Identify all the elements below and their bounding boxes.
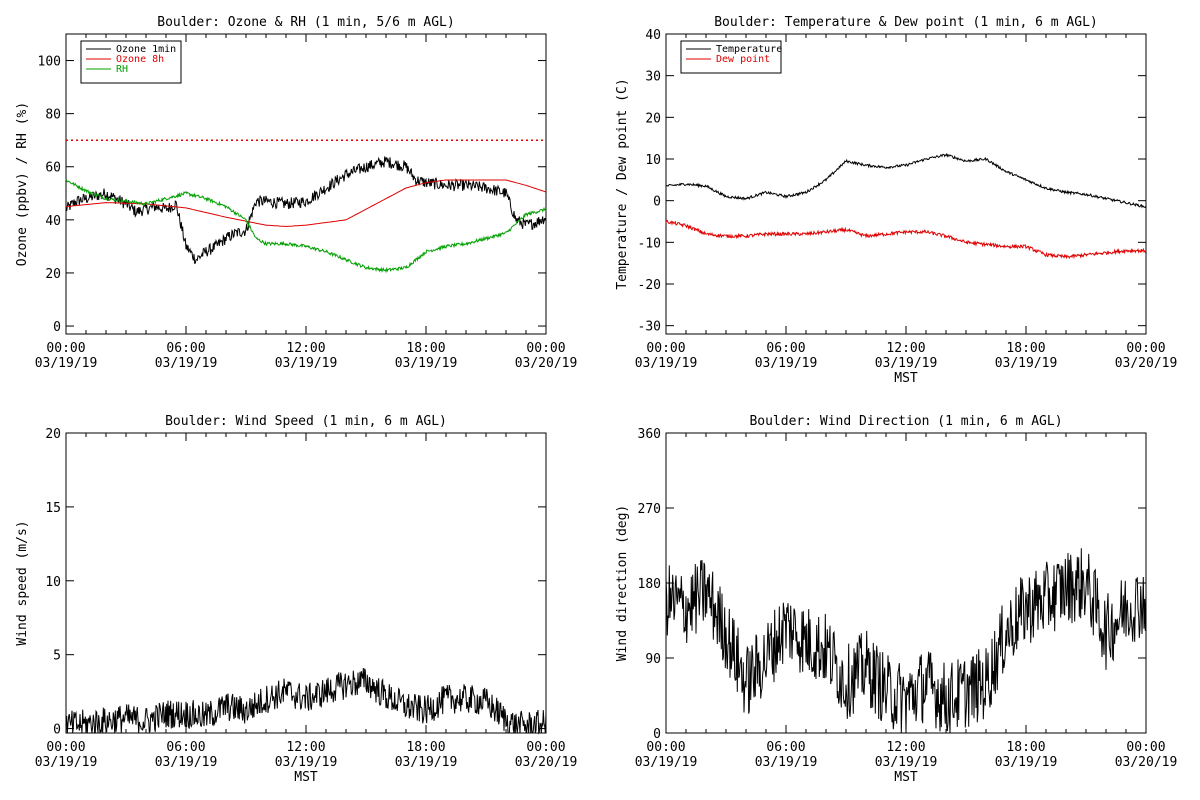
x-tick-date-label: 03/19/19 (995, 356, 1058, 371)
x-tick-date-label: 03/19/19 (395, 755, 458, 770)
y-tick-label: 0 (53, 320, 61, 335)
y-tick-label: 100 (38, 55, 61, 70)
x-tick-date-label: 03/19/19 (155, 755, 218, 770)
x-tick-date-label: 03/19/19 (395, 356, 458, 371)
x-tick-date-label: 03/20/19 (515, 755, 578, 770)
x-tick-time-label: 18:00 (1006, 341, 1045, 356)
x-tick-time-label: 00:00 (646, 341, 685, 356)
x-tick-date-label: 03/19/19 (875, 356, 938, 371)
x-tick-date-label: 03/19/19 (995, 755, 1058, 770)
x-tick-time-label: 00:00 (46, 341, 85, 356)
series-line-temp_dew-0 (666, 152, 1147, 209)
legend-box-temp_dew (680, 40, 782, 74)
x-tick-time-label: 12:00 (886, 740, 925, 755)
x-tick-time-label: 12:00 (286, 740, 325, 755)
y-tick-label: 180 (638, 577, 661, 592)
x-tick-time-label: 06:00 (166, 740, 205, 755)
y-tick-label: 0 (653, 727, 661, 742)
y-tick-label: -20 (638, 278, 661, 293)
x-axis-label-temp_dew: MST (894, 371, 918, 386)
x-tick-date-label: 03/19/19 (635, 755, 698, 770)
x-tick-date-label: 03/19/19 (755, 755, 818, 770)
chart-title-wind_dir: Boulder: Wind Direction (1 min, 6 m AGL) (749, 414, 1062, 429)
x-tick-time-label: 06:00 (766, 341, 805, 356)
y-axis-label-wind_speed: Wind speed (m/s) (15, 520, 30, 645)
chart-title-temp_dew: Boulder: Temperature & Dew point (1 min,… (714, 15, 1098, 30)
x-tick-time-label: 00:00 (526, 341, 565, 356)
x-tick-time-label: 18:00 (1006, 740, 1045, 755)
x-tick-date-label: 03/19/19 (35, 356, 98, 371)
y-tick-label: 5 (53, 649, 61, 664)
legend-label: Dew point (716, 54, 770, 65)
x-tick-date-label: 03/19/19 (35, 755, 98, 770)
legend-label: Temperature (716, 44, 782, 55)
y-tick-label: 10 (645, 153, 661, 168)
chart-title-wind_speed: Boulder: Wind Speed (1 min, 6 m AGL) (165, 414, 447, 429)
x-axis-label-wind_speed: MST (294, 770, 318, 785)
y-tick-label: 270 (638, 502, 661, 517)
y-axis-label-ozone_rh: Ozone (ppbv) / RH (%) (15, 102, 30, 266)
x-tick-time-label: 18:00 (406, 740, 445, 755)
y-tick-label: 10 (45, 575, 61, 590)
x-tick-date-label: 03/19/19 (635, 356, 698, 371)
plot-frame-wind_dir (665, 432, 1147, 734)
x-tick-time-label: 12:00 (886, 341, 925, 356)
x-tick-date-label: 03/20/19 (515, 356, 578, 371)
legend-box-ozone_rh (80, 40, 182, 84)
series-line-ozone_rh-1 (65, 179, 547, 228)
y-tick-label: 20 (645, 111, 661, 126)
legend-label: Ozone 1min (116, 44, 176, 55)
y-tick-label: 60 (45, 161, 61, 176)
x-tick-time-label: 18:00 (406, 341, 445, 356)
x-tick-time-label: 00:00 (1126, 740, 1165, 755)
x-tick-date-label: 03/19/19 (755, 356, 818, 371)
x-tick-time-label: 00:00 (46, 740, 85, 755)
y-tick-label: -10 (638, 236, 661, 251)
series-line-ozone_rh-2 (65, 179, 547, 274)
x-tick-date-label: 03/19/19 (275, 356, 338, 371)
legend-label: Ozone 8h (116, 54, 164, 65)
x-tick-time-label: 06:00 (166, 341, 205, 356)
y-tick-label: 0 (53, 723, 61, 738)
y-tick-label: -30 (638, 320, 661, 335)
x-tick-time-label: 06:00 (766, 740, 805, 755)
x-tick-time-label: 00:00 (646, 740, 685, 755)
x-tick-time-label: 00:00 (526, 740, 565, 755)
plot-frame-temp_dew (665, 33, 1147, 335)
y-tick-label: 40 (45, 214, 61, 229)
x-tick-time-label: 00:00 (1126, 341, 1165, 356)
x-axis-label-wind_dir: MST (894, 770, 918, 785)
y-tick-label: 20 (45, 427, 61, 442)
y-tick-label: 30 (645, 70, 661, 85)
y-tick-label: 80 (45, 108, 61, 123)
y-axis-label-temp_dew: Temperature / Dew point (C) (615, 78, 630, 289)
x-tick-date-label: 03/20/19 (1115, 755, 1178, 770)
y-tick-label: 20 (45, 267, 61, 282)
y-tick-label: 90 (645, 652, 661, 667)
chart-title-ozone_rh: Boulder: Ozone & RH (1 min, 5/6 m AGL) (157, 15, 454, 30)
x-tick-date-label: 03/20/19 (1115, 356, 1178, 371)
x-tick-date-label: 03/19/19 (875, 755, 938, 770)
y-axis-label-wind_dir: Wind direction (deg) (615, 505, 630, 662)
x-tick-date-label: 03/19/19 (155, 356, 218, 371)
series-line-ozone_rh-0 (65, 156, 547, 265)
y-tick-label: 40 (645, 28, 661, 43)
x-tick-date-label: 03/19/19 (275, 755, 338, 770)
legend-label: RH (116, 64, 128, 75)
series-line-wind_speed-0 (65, 667, 547, 735)
y-tick-label: 0 (653, 195, 661, 210)
y-tick-label: 15 (45, 501, 61, 516)
x-tick-time-label: 12:00 (286, 341, 325, 356)
y-tick-label: 360 (638, 427, 661, 442)
series-line-wind_dir-0 (665, 548, 1147, 734)
series-line-temp_dew-1 (665, 219, 1147, 260)
